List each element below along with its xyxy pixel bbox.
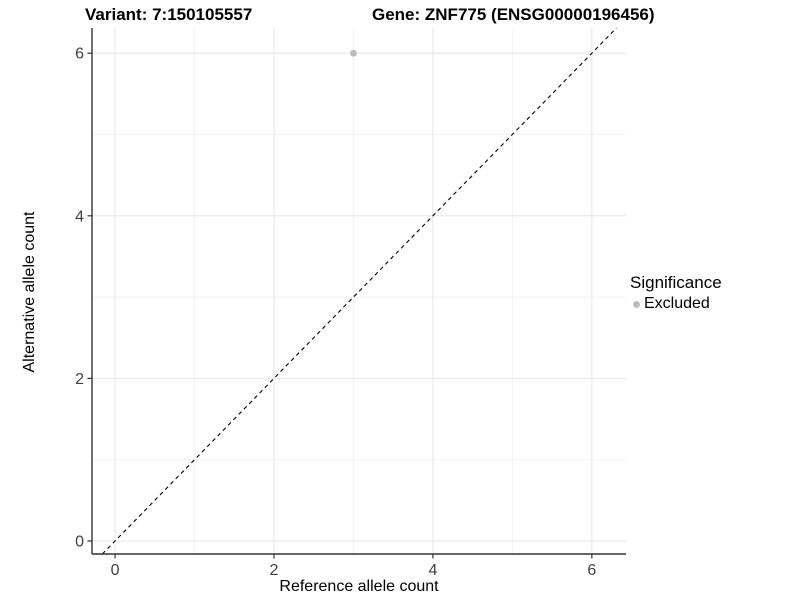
- y-axis-title: Alternative allele count: [21, 211, 38, 373]
- x-tick-label: 6: [587, 562, 596, 579]
- x-tick-label: 0: [111, 562, 120, 579]
- y-tick-label: 0: [75, 533, 84, 550]
- legend-title: Significance: [630, 273, 722, 292]
- plot-title-gene: Gene: ZNF775 (ENSG00000196456): [372, 5, 655, 24]
- y-tick-label: 4: [75, 208, 84, 225]
- legend: Significance Excluded: [630, 273, 722, 313]
- data-point: [349, 49, 357, 57]
- y-tick-label: 6: [75, 46, 84, 63]
- legend-item-excluded: Excluded: [630, 295, 722, 313]
- legend-point-swatch: [633, 300, 640, 308]
- x-tick-label: 4: [428, 562, 437, 579]
- y-tick-label: 2: [75, 371, 84, 388]
- x-axis-title: Reference allele count: [279, 578, 439, 595]
- x-tick-label: 2: [270, 562, 279, 579]
- plot-title-variant: Variant: 7:150105557: [85, 5, 253, 24]
- legend-item-label: Excluded: [644, 295, 710, 312]
- identity-line: [101, 27, 617, 555]
